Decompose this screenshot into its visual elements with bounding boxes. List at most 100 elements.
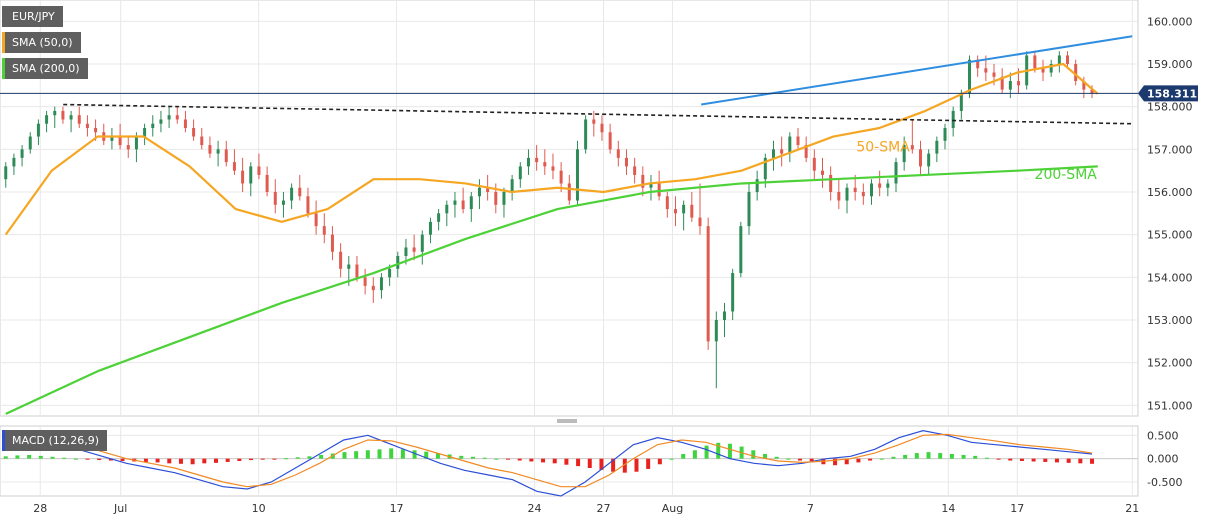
candle-body[interactable] xyxy=(404,247,408,256)
candle-body[interactable] xyxy=(984,68,988,73)
candle-body[interactable] xyxy=(722,311,726,320)
macd-histogram-bar[interactable] xyxy=(634,458,639,472)
macd-histogram-bar[interactable] xyxy=(646,458,651,469)
macd-histogram-bar[interactable] xyxy=(470,456,475,459)
candle-body[interactable] xyxy=(216,149,220,154)
candle-body[interactable] xyxy=(151,123,155,128)
macd-histogram-bar[interactable] xyxy=(377,449,382,459)
candle-body[interactable] xyxy=(976,59,980,69)
macd-histogram-bar[interactable] xyxy=(3,456,8,459)
candle-body[interactable] xyxy=(804,145,808,158)
macd-histogram-bar[interactable] xyxy=(798,458,803,461)
macd-histogram-bar[interactable] xyxy=(272,458,277,460)
candle-body[interactable] xyxy=(371,285,375,291)
macd-histogram-bar[interactable] xyxy=(38,455,43,459)
macd-histogram-bar[interactable] xyxy=(517,458,522,461)
candle-body[interactable] xyxy=(159,119,163,124)
macd-histogram-bar[interactable] xyxy=(529,458,534,462)
macd-histogram-bar[interactable] xyxy=(879,458,884,460)
legend-macd[interactable]: MACD (12,26,9) xyxy=(2,430,108,451)
macd-signal-line[interactable] xyxy=(5,433,1093,488)
sma200-line[interactable] xyxy=(5,165,1098,415)
macd-histogram-bar[interactable] xyxy=(762,454,767,459)
macd-histogram-bar[interactable] xyxy=(1008,458,1013,461)
candle-body[interactable] xyxy=(224,149,228,163)
candle-body[interactable] xyxy=(363,277,367,286)
macd-histogram-bar[interactable] xyxy=(973,455,978,459)
candle-body[interactable] xyxy=(608,132,612,150)
candle-body[interactable] xyxy=(477,187,481,197)
candle-body[interactable] xyxy=(575,149,579,201)
candle-body[interactable] xyxy=(526,157,530,167)
candle-body[interactable] xyxy=(469,196,473,210)
candle-body[interactable] xyxy=(330,234,334,252)
candle-body[interactable] xyxy=(1017,81,1021,86)
legend-eurjpy[interactable]: EUR/JPY xyxy=(2,6,63,27)
support-trendline[interactable] xyxy=(63,103,1133,125)
macd-histogram-bar[interactable] xyxy=(342,452,347,459)
candle-body[interactable] xyxy=(829,174,833,192)
candle-body[interactable] xyxy=(592,119,596,124)
candle-body[interactable] xyxy=(535,157,539,163)
macd-histogram-bar[interactable] xyxy=(891,456,896,459)
candle-body[interactable] xyxy=(265,174,269,192)
candle-body[interactable] xyxy=(543,162,547,167)
candle-body[interactable] xyxy=(690,204,694,218)
candle-body[interactable] xyxy=(257,166,261,175)
macd-histogram-bar[interactable] xyxy=(389,448,394,459)
candle-body[interactable] xyxy=(208,145,212,154)
candle-body[interactable] xyxy=(837,192,841,201)
candle-body[interactable] xyxy=(134,136,138,150)
candle-body[interactable] xyxy=(747,192,751,227)
macd-histogram-bar[interactable] xyxy=(856,458,861,463)
candle-body[interactable] xyxy=(94,128,98,133)
candle-body[interactable] xyxy=(437,213,441,222)
candle-body[interactable] xyxy=(4,166,8,180)
macd-histogram-bar[interactable] xyxy=(704,445,709,459)
candle-body[interactable] xyxy=(820,170,824,175)
candle-body[interactable] xyxy=(445,204,449,214)
candle-body[interactable] xyxy=(1082,81,1086,90)
macd-histogram-bar[interactable] xyxy=(611,458,616,472)
candle-body[interactable] xyxy=(53,110,57,116)
candle-body[interactable] xyxy=(951,110,955,128)
macd-histogram-bar[interactable] xyxy=(1043,458,1048,462)
candle-body[interactable] xyxy=(420,234,424,252)
macd-histogram-bar[interactable] xyxy=(914,453,919,459)
candle-body[interactable] xyxy=(494,192,498,205)
macd-histogram-bar[interactable] xyxy=(424,451,429,459)
macd-histogram-bar[interactable] xyxy=(564,458,569,465)
candle-body[interactable] xyxy=(461,200,465,210)
macd-histogram-bar[interactable] xyxy=(961,454,966,459)
candle-body[interactable] xyxy=(927,153,931,167)
candle-body[interactable] xyxy=(28,136,32,150)
candle-body[interactable] xyxy=(861,192,865,197)
candle-body[interactable] xyxy=(36,123,40,137)
macd-histogram-bar[interactable] xyxy=(1078,458,1083,464)
candle-body[interactable] xyxy=(1074,64,1078,82)
macd-histogram-bar[interactable] xyxy=(155,458,160,463)
legend-sma50[interactable]: SMA (50,0) xyxy=(2,32,81,53)
macd-histogram-bar[interactable] xyxy=(213,458,218,463)
candle-body[interactable] xyxy=(298,187,302,197)
candle-body[interactable] xyxy=(200,136,204,146)
macd-histogram-bar[interactable] xyxy=(482,457,487,459)
candle-body[interactable] xyxy=(510,179,514,192)
candle-body[interactable] xyxy=(314,213,318,227)
macd-histogram-bar[interactable] xyxy=(400,449,405,459)
candle-body[interactable] xyxy=(1066,55,1070,64)
candle-body[interactable] xyxy=(388,268,392,278)
candle-body[interactable] xyxy=(992,72,996,77)
candle-body[interactable] xyxy=(657,183,661,197)
candle-body[interactable] xyxy=(355,264,359,278)
candle-body[interactable] xyxy=(167,115,171,120)
candle-body[interactable] xyxy=(845,187,849,201)
candle-body[interactable] xyxy=(616,149,620,158)
candle-body[interactable] xyxy=(763,157,767,180)
candle-body[interactable] xyxy=(739,226,743,274)
macd-histogram-bar[interactable] xyxy=(295,457,300,459)
candle-body[interactable] xyxy=(290,187,294,201)
pane-resize-handle[interactable] xyxy=(557,419,577,423)
macd-histogram-bar[interactable] xyxy=(365,450,370,459)
